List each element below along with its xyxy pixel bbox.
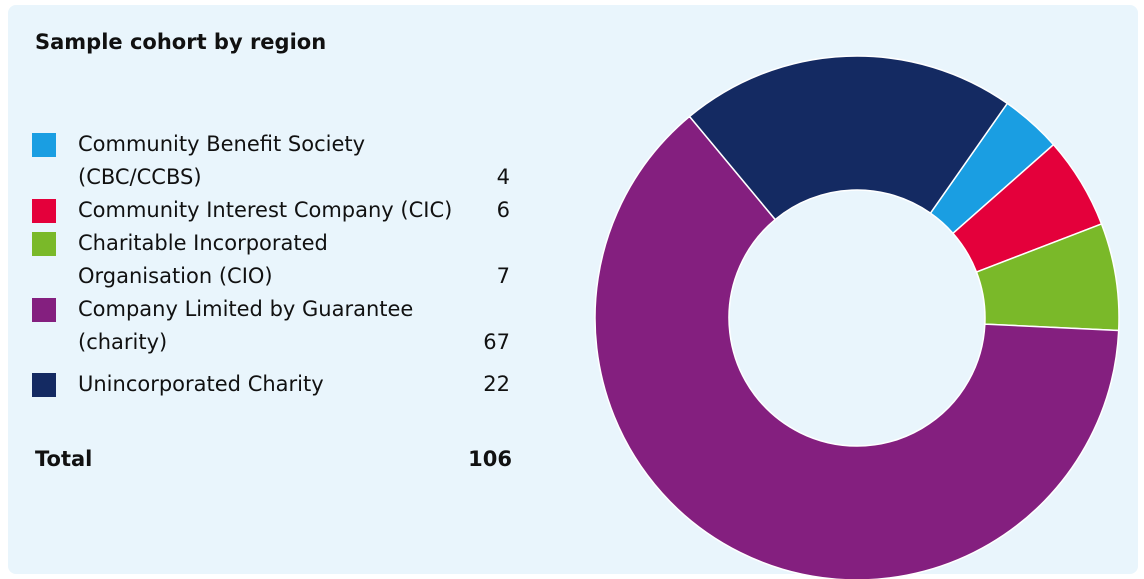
chart-title: Sample cohort by region <box>35 30 327 54</box>
legend-item: Community Interest Company (CIC) 6 <box>32 194 512 227</box>
legend-value: 7 <box>496 264 510 288</box>
legend-item: Unincorporated Charity 22 <box>32 368 512 401</box>
donut-segment <box>594 115 1120 579</box>
total-row: Total 106 <box>35 447 512 471</box>
legend-label: Company Limited by Guarantee (charity) <box>78 297 414 354</box>
legend-value: 67 <box>483 330 510 354</box>
legend-swatch <box>32 199 56 223</box>
legend-swatch <box>32 133 56 157</box>
legend-item: Company Limited by Guarantee (charity) 67 <box>32 293 512 359</box>
total-value: 106 <box>468 447 512 471</box>
legend-label: Charitable Incorporated Organisation (CI… <box>78 231 328 288</box>
legend-item: Community Benefit Society (CBC/CCBS) 4 <box>32 128 512 194</box>
legend-swatch <box>32 232 56 256</box>
legend-value: 22 <box>483 372 510 396</box>
legend-label: Community Interest Company (CIC) <box>78 198 453 222</box>
donut-segment <box>688 55 1009 221</box>
total-label: Total <box>35 447 93 471</box>
legend-swatch <box>32 298 56 322</box>
legend-label: Unincorporated Charity <box>78 372 324 396</box>
legend: Community Benefit Society (CBC/CCBS) 4 Com… <box>32 128 512 401</box>
legend-item: Charitable Incorporated Organisation (CI… <box>32 227 512 293</box>
legend-swatch <box>32 373 56 397</box>
legend-value: 6 <box>496 198 510 222</box>
legend-value: 4 <box>496 165 510 189</box>
legend-label: Community Benefit Society (CBC/CCBS) <box>78 132 366 189</box>
